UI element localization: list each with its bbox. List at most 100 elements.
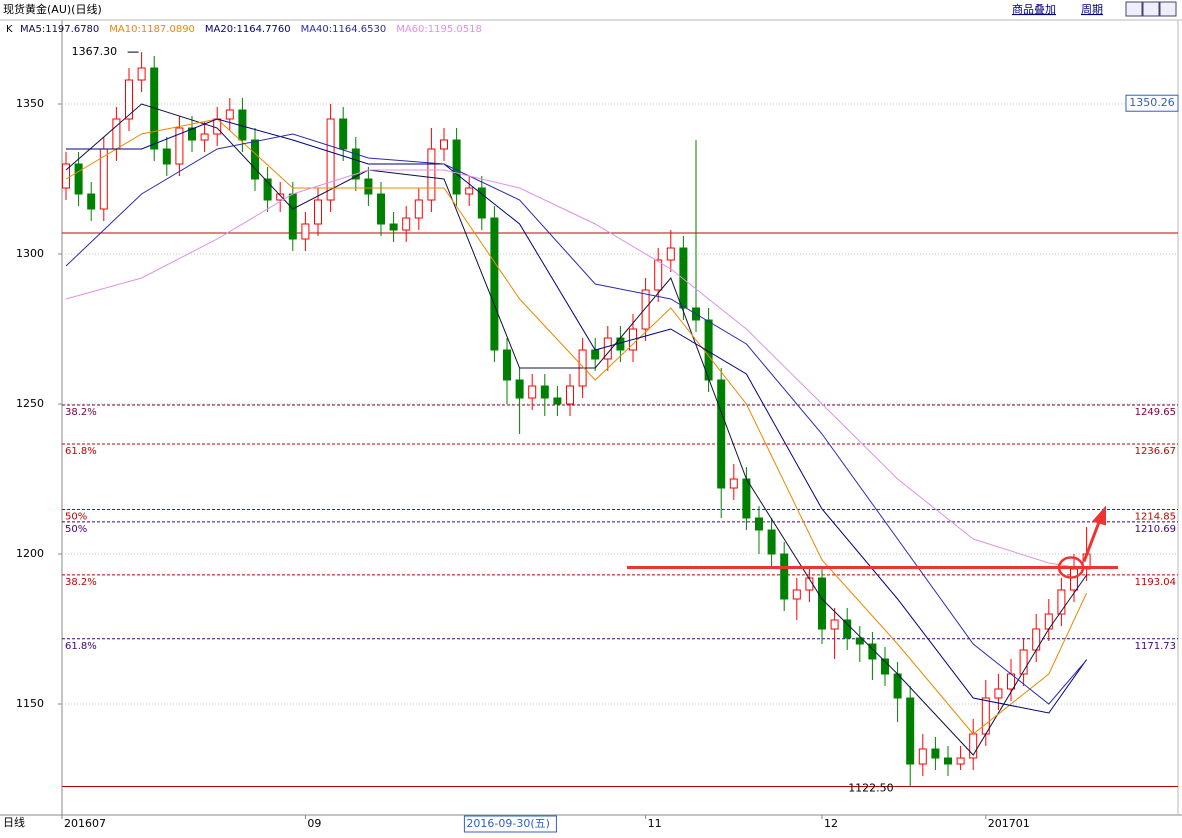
candle-body (792, 589, 801, 600)
nav-left[interactable] (1125, 1, 1143, 17)
candle-body (553, 397, 562, 405)
cursor-price-label: 1350.26 (1129, 96, 1175, 109)
y-tick-label: 1200 (16, 547, 44, 560)
candle-body (87, 193, 96, 210)
candle-body (427, 148, 436, 201)
candle-body (528, 385, 537, 399)
candle-body (679, 247, 688, 309)
level-left-label: 38.2% (65, 407, 97, 418)
ma-line (65, 118, 1088, 735)
candle-body (566, 385, 574, 405)
level-left-label: 61.8% (65, 641, 97, 652)
candle-body (893, 673, 902, 699)
candle-body (200, 133, 209, 141)
candle-body (452, 139, 461, 195)
candle-body (729, 478, 738, 489)
legend-entry: MA40:1164.6530 (301, 24, 387, 35)
candle-body (755, 517, 763, 531)
candle-body (62, 163, 70, 189)
level-right-label: 1214.85 (1135, 511, 1176, 522)
ma-line (66, 118, 1088, 714)
legend-entry: MA10:1187.0890 (109, 24, 195, 35)
candle-body (780, 553, 789, 600)
overlay-button[interactable]: 商品叠加 (1012, 2, 1056, 16)
candle-body (175, 127, 184, 165)
y-tick-label: 1300 (16, 247, 44, 260)
candle-body (641, 289, 650, 330)
x-tick-label: 2016-09-30(五) (466, 817, 550, 830)
candle-body (654, 259, 663, 291)
level-right-label: 1171.73 (1135, 641, 1176, 652)
breakout-circle (1057, 556, 1085, 579)
indicator-label: K (6, 24, 13, 35)
candle-body (251, 139, 259, 180)
candle-body (288, 193, 297, 240)
candle-body (314, 199, 322, 225)
candle-body (389, 223, 398, 231)
candle-body (1044, 613, 1053, 630)
candle-body (956, 757, 965, 765)
candle-body (162, 148, 171, 165)
level-left-label: 50% (65, 524, 87, 535)
candle-body (931, 748, 940, 759)
level-left-label: 38.2% (65, 577, 97, 588)
candle-body (125, 79, 133, 120)
candle-body (906, 697, 915, 765)
min-label: 1122.50 (848, 782, 894, 795)
candle-body (414, 199, 423, 219)
candle-body (994, 688, 1003, 699)
chart-title: 现货黄金(AU)(日线) (3, 2, 102, 16)
candle-body (188, 127, 196, 141)
legend-entry: MA5:1197.6780 (20, 24, 99, 35)
legend-entry: MA60:1195.0518 (396, 24, 482, 35)
candle-body (326, 118, 335, 201)
ma-line (65, 169, 1087, 570)
candle-body (477, 187, 486, 219)
y-tick-label: 1150 (16, 697, 44, 710)
period-button[interactable]: 周期 (1081, 3, 1103, 16)
candle-body (981, 697, 990, 735)
y-tick-label: 1350 (16, 97, 44, 110)
nav-right[interactable] (1142, 1, 1160, 17)
candle-body (591, 349, 600, 360)
candle-body (515, 379, 524, 399)
nav-zoom[interactable] (1159, 1, 1177, 17)
x-tick-label: 201701 (988, 817, 1030, 830)
candle-body (818, 577, 826, 630)
level-right-label: 1193.04 (1135, 577, 1176, 588)
candle-body (742, 478, 751, 519)
x-tick-label: 11 (648, 817, 662, 830)
breakout-arrowhead (1092, 505, 1106, 526)
candle-body (137, 67, 146, 81)
candle-body (339, 118, 348, 150)
level-right-label: 1210.69 (1135, 524, 1176, 535)
level-right-label: 1249.65 (1135, 407, 1176, 418)
candle-body (843, 619, 852, 639)
breakout-arrow (1082, 518, 1102, 563)
candle-body (767, 529, 776, 555)
ma-line (65, 103, 1088, 756)
y-tick-label: 1250 (16, 397, 44, 410)
candle-body (1057, 589, 1066, 615)
candle-body (263, 178, 272, 201)
candle-body (225, 109, 234, 120)
candle-body (1070, 568, 1078, 591)
candle-body (704, 319, 713, 381)
candle-body (666, 247, 675, 261)
x-tick-label: 12 (824, 817, 838, 830)
x-tick-label: 201607 (64, 817, 106, 830)
candle-body (364, 178, 373, 195)
level-left-label: 50% (65, 511, 87, 522)
candle-body (440, 139, 448, 150)
candle-body (490, 217, 499, 351)
cursor-price-box (1125, 94, 1179, 112)
candle-body (402, 217, 411, 231)
candle-body (717, 379, 726, 489)
candle-body (868, 643, 877, 660)
nav-buttons[interactable] (1125, 1, 1177, 17)
candle-body (351, 148, 360, 180)
candle-body (830, 619, 839, 630)
ma-line (65, 133, 1087, 705)
